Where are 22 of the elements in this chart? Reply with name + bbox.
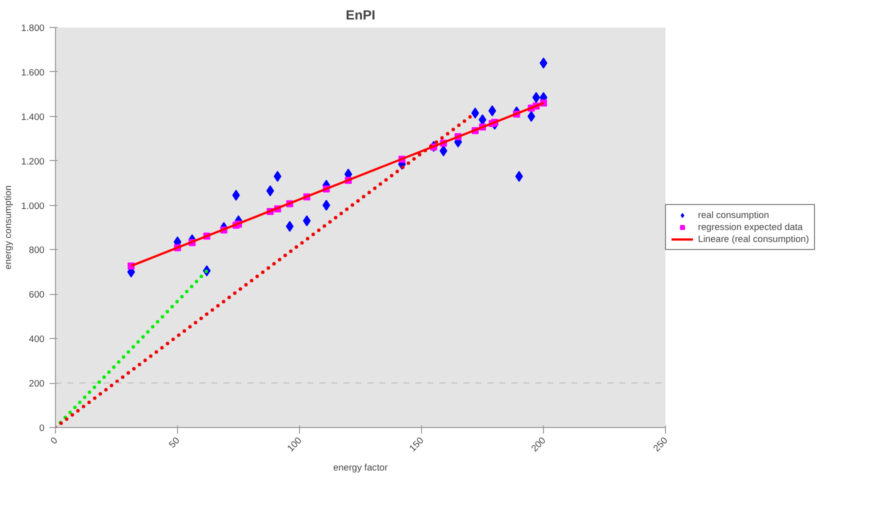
x-tick-label: 100 bbox=[285, 435, 304, 454]
y-tick-label: 1.000 bbox=[21, 200, 44, 211]
y-tick-label: 1.400 bbox=[21, 112, 44, 122]
legend-label: Lineare (real consumption) bbox=[698, 234, 809, 244]
x-axis-title: energy factor bbox=[333, 462, 388, 473]
x-tick-label: 200 bbox=[529, 435, 548, 454]
y-tick-label: 1.200 bbox=[21, 156, 44, 166]
y-tick-label: 800 bbox=[28, 245, 45, 256]
x-tick-label: 150 bbox=[407, 435, 426, 454]
legend-label: regression expected data bbox=[698, 222, 803, 232]
legend-label: real consumption bbox=[698, 210, 770, 220]
y-tick-label: 400 bbox=[28, 334, 45, 344]
x-tick-label: 50 bbox=[167, 435, 182, 450]
y-tick-label: 200 bbox=[28, 378, 45, 389]
x-tick-label: 250 bbox=[651, 435, 670, 454]
y-tick-label: 1.600 bbox=[21, 67, 44, 78]
chart-title: EnPI bbox=[346, 8, 376, 22]
y-axis-title: energy consumption bbox=[3, 185, 14, 270]
y-tick-label: 0 bbox=[39, 423, 45, 433]
y-tick-label: 600 bbox=[28, 290, 45, 300]
x-tick-label: 0 bbox=[48, 435, 60, 446]
y-tick-label: 1.800 bbox=[21, 23, 44, 33]
